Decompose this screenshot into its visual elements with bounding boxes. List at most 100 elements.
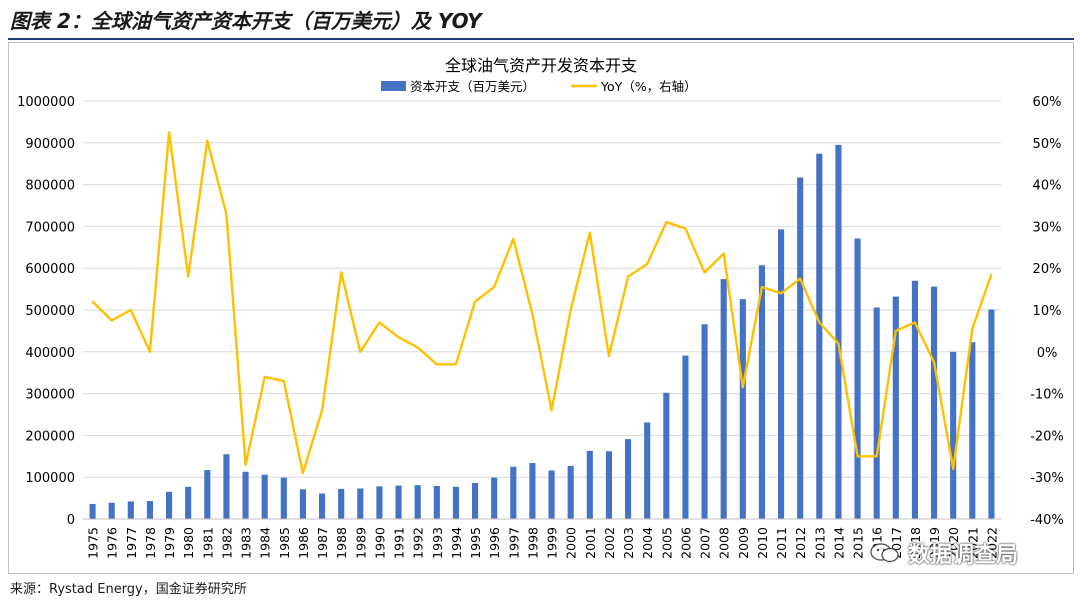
y-right-tick-label: 30% — [1033, 220, 1062, 235]
y-right-tick-label: -30% — [1030, 471, 1064, 486]
x-tick-label: 1978 — [143, 527, 158, 559]
x-tick-label: 1976 — [105, 527, 120, 559]
x-tick-label: 1983 — [239, 527, 254, 559]
yoy-point — [378, 321, 381, 324]
chart-container: 全球油气资产开发资本开支 资本开支（百万美元） YoY（%，右轴） 0 100000… — [8, 42, 1074, 574]
x-axis: 1975 1976 1977 1978 1979 1980 1981 1982 1983 1984… — [83, 518, 1001, 559]
yoy-point — [302, 472, 304, 474]
x-tick-label: 2012 — [793, 527, 808, 559]
yoy-point — [742, 386, 744, 389]
bar — [146, 501, 153, 519]
x-tick-label: 1997 — [506, 527, 521, 559]
bar — [357, 488, 364, 519]
y-left-tick-label: 100000 — [25, 471, 75, 486]
yoy-point — [110, 319, 113, 322]
x-tick-label: 2018 — [908, 527, 923, 559]
yoy-point — [799, 277, 801, 280]
bar — [816, 153, 823, 519]
yoy-point — [206, 139, 209, 142]
y-left-tick-label: 0 — [67, 513, 75, 528]
x-tick-label: 2009 — [736, 527, 751, 559]
bar — [433, 485, 440, 519]
yoy-point — [340, 271, 342, 274]
y-right-tick-label: 0% — [1037, 346, 1058, 361]
bar — [223, 454, 230, 519]
yoy-point — [455, 363, 457, 366]
bar — [204, 470, 211, 519]
bar — [280, 477, 287, 519]
bar — [586, 450, 593, 519]
y-left-tick-label: 200000 — [25, 429, 75, 444]
figure-title: 图表 2：全球油气资产资本开支（百万美元）及 YOY — [10, 9, 482, 33]
bar — [605, 451, 612, 519]
bar — [720, 279, 727, 519]
bar — [988, 309, 995, 519]
yoy-point — [91, 300, 94, 303]
bar — [892, 296, 899, 519]
x-tick-label: 2011 — [774, 527, 789, 559]
bar — [242, 471, 249, 519]
x-tick-label: 2022 — [984, 527, 999, 559]
capex-yoy-chart: 全球油气资产开发资本开支 资本开支（百万美元） YoY（%，右轴） 0 100000… — [17, 56, 1064, 559]
bar — [548, 470, 555, 519]
x-tick-label: 1996 — [487, 527, 502, 559]
x-tick-label: 2008 — [717, 527, 732, 559]
x-tick-label: 1998 — [525, 527, 540, 559]
yoy-point — [321, 409, 323, 412]
bar — [510, 466, 517, 519]
x-tick-label: 2007 — [698, 527, 713, 559]
yoy-point — [359, 351, 362, 353]
bar — [395, 485, 402, 519]
bar — [261, 474, 268, 519]
yoy-point — [569, 309, 572, 311]
yoy-point — [493, 286, 495, 288]
x-tick-label: 1991 — [392, 527, 407, 559]
bar — [376, 486, 383, 519]
yoy-point — [990, 273, 993, 276]
yoy-point — [474, 300, 476, 303]
yoy-point — [130, 309, 132, 311]
yoy-point — [722, 252, 725, 255]
yoy-point — [761, 286, 763, 288]
bar — [835, 144, 842, 519]
bar — [319, 493, 326, 519]
bar — [701, 324, 708, 519]
yoy-point — [933, 361, 935, 364]
yoy-point — [627, 275, 629, 278]
bar — [739, 299, 746, 519]
bar — [127, 501, 134, 519]
x-tick-label: 2002 — [602, 527, 617, 559]
y-left-tick-label: 900000 — [25, 137, 75, 152]
yoy-point — [244, 463, 247, 466]
y-right-tick-label: 20% — [1033, 262, 1062, 277]
x-tick-label: 1992 — [411, 527, 426, 559]
yoy-point — [168, 131, 170, 134]
line-series — [91, 131, 993, 475]
bar — [950, 351, 957, 519]
yoy-point — [646, 263, 648, 265]
x-tick-label: 2014 — [831, 527, 846, 559]
y-left-tick-label: 700000 — [25, 220, 75, 235]
yoy-point — [703, 271, 706, 274]
bar — [969, 342, 976, 519]
x-tick-label: 1993 — [430, 527, 445, 559]
y-left-tick-label: 500000 — [25, 304, 75, 319]
x-tick-label: 1986 — [296, 527, 311, 559]
yoy-point — [187, 275, 189, 278]
bar — [663, 392, 670, 519]
y-right-tick-label: 60% — [1033, 95, 1062, 110]
yoy-point — [397, 336, 400, 338]
x-tick-label: 1975 — [86, 527, 101, 559]
bar — [89, 503, 96, 519]
y-right-tick-label: -10% — [1030, 388, 1064, 403]
bar — [529, 462, 536, 519]
source-note: 来源：Rystad Energy，国金证券研究所 — [10, 582, 247, 597]
bar — [931, 286, 938, 519]
yoy-point — [263, 376, 266, 378]
x-tick-label: 2015 — [851, 527, 866, 559]
yoy-point — [225, 213, 228, 215]
x-tick-label: 1979 — [162, 527, 177, 559]
bar — [758, 265, 765, 519]
x-tick-label: 1989 — [353, 527, 368, 559]
yoy-point — [589, 231, 591, 234]
